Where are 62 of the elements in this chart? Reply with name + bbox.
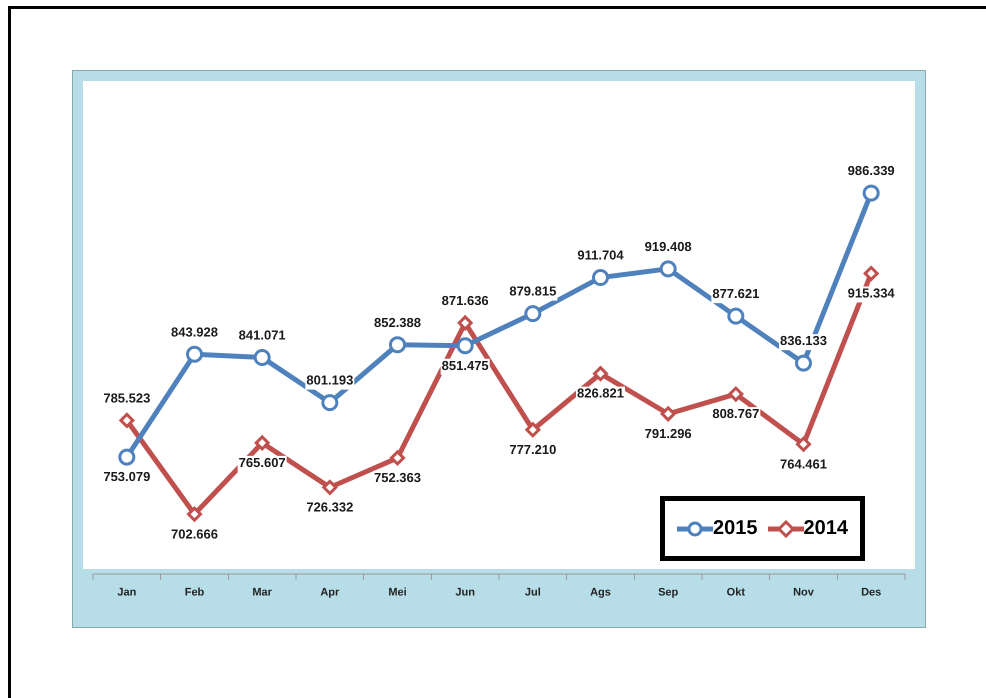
x-tick-label: Sep (658, 586, 679, 598)
data-label: 702.666 (171, 526, 218, 542)
data-label: 841.071 (238, 328, 286, 343)
point (119, 412, 134, 428)
point (322, 480, 338, 495)
data-label: 801.193 (306, 372, 354, 388)
x-tick-label: Ags (590, 586, 611, 598)
data-label: 843.928 (171, 324, 218, 340)
legend-label: 2014 (804, 517, 848, 540)
x-tick-label: Jun (455, 586, 476, 598)
point (118, 448, 136, 466)
data-label: 777.210 (509, 442, 556, 457)
point (389, 336, 406, 354)
data-label: 753.079 (103, 469, 150, 484)
point (795, 354, 812, 372)
x-tick-label: Feb (184, 586, 205, 598)
x-tick-label: Okt (726, 586, 746, 598)
legend-label: 2015 (713, 517, 758, 540)
data-label: 852.388 (374, 314, 421, 330)
data-label: 836.133 (780, 333, 827, 348)
data-label: 919.408 (644, 238, 692, 254)
point (727, 308, 744, 325)
x-tick-label: Mei (388, 586, 407, 598)
point (187, 506, 202, 522)
x-tick-label: Apr (320, 586, 340, 598)
point (862, 184, 880, 202)
data-label: 785.523 (103, 390, 150, 406)
x-tick-label: Jan (117, 586, 137, 598)
point (864, 266, 879, 281)
data-label: 851.475 (442, 358, 489, 373)
data-label: 877.621 (712, 286, 760, 302)
data-label: 879.815 (509, 284, 556, 299)
data-label: 765.607 (238, 455, 286, 470)
point (456, 337, 474, 354)
point (321, 394, 338, 412)
data-label: 911.704 (577, 248, 624, 263)
data-label: 986.339 (848, 163, 895, 178)
point (660, 260, 677, 278)
point (592, 269, 609, 286)
data-label: 791.296 (644, 426, 692, 441)
point (593, 366, 608, 382)
data-label: 826.821 (577, 386, 624, 401)
point (254, 435, 270, 450)
point (186, 346, 203, 363)
x-tick-label: Nov (793, 586, 815, 598)
x-tick-label: Jul (524, 586, 541, 598)
data-label: 752.363 (374, 470, 421, 486)
point (728, 386, 744, 402)
point (525, 422, 540, 438)
data-label: 808.767 (712, 406, 760, 422)
data-label: 871.636 (442, 292, 489, 308)
x-tick-label: Mar (252, 586, 273, 598)
data-label: 764.461 (780, 456, 827, 472)
data-label: 726.332 (306, 499, 354, 514)
data-label: 915.334 (848, 286, 896, 301)
point (524, 305, 542, 322)
point (660, 406, 676, 422)
point (796, 436, 811, 452)
point (254, 349, 271, 366)
point (458, 315, 473, 330)
point (390, 450, 405, 466)
x-tick-label: Des (861, 586, 882, 598)
